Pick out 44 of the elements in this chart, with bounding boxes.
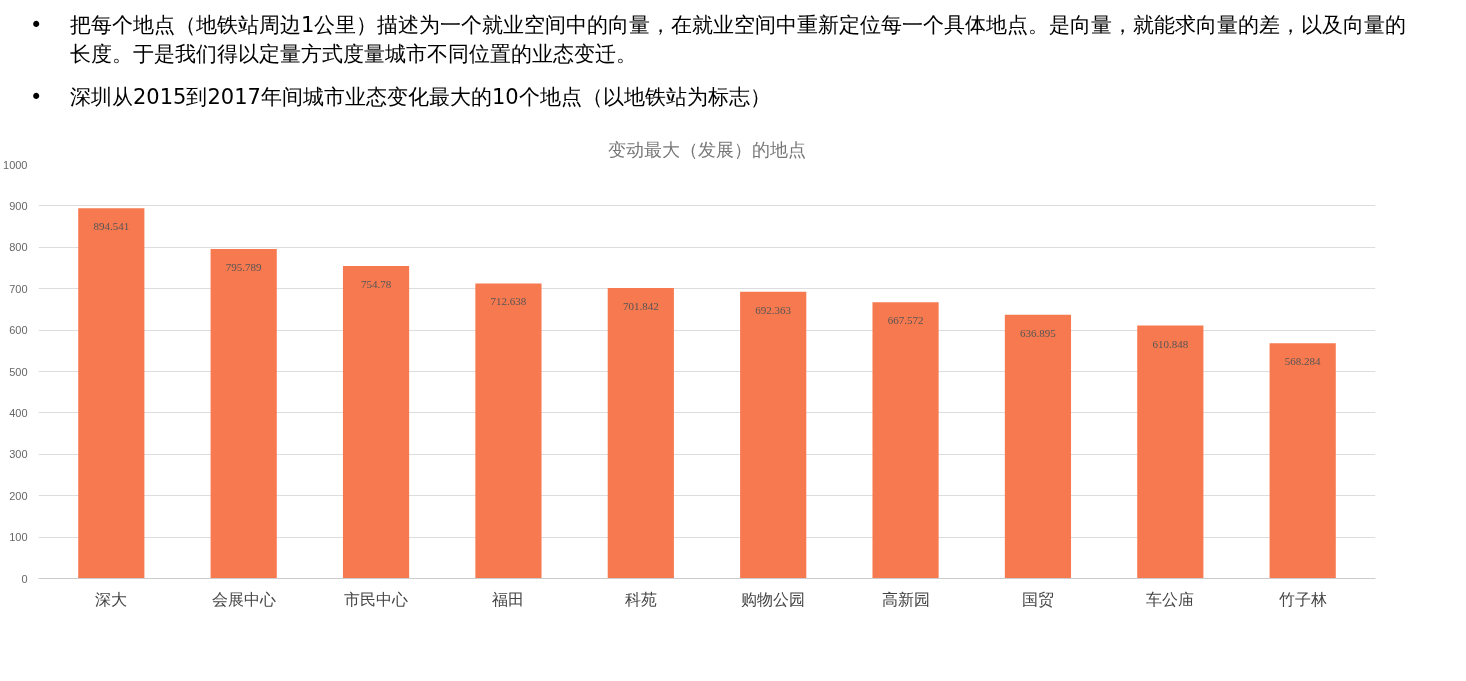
data-label: 692.363 [755, 303, 792, 316]
y-tick-label: 0 [21, 572, 28, 585]
bar [1137, 325, 1204, 579]
data-label: 754.78 [360, 278, 392, 291]
bar [342, 266, 410, 579]
x-tick-label: 国贸 [1021, 589, 1054, 609]
bar [740, 291, 807, 579]
data-label: 795.789 [225, 261, 263, 274]
data-label: 568.284 [1284, 355, 1322, 368]
x-tick-label: 科苑 [624, 589, 657, 609]
x-tick-label: 福田 [492, 589, 525, 609]
data-label: 610.848 [1152, 337, 1189, 350]
y-tick-label: 100 [9, 531, 28, 544]
bar [872, 302, 939, 579]
y-tick-label: 500 [9, 365, 28, 378]
chart-title: 变动最大（发展）的地点 [608, 138, 806, 160]
bar [78, 208, 145, 579]
data-label: 667.572 [887, 314, 924, 327]
x-tick-label: 高新园 [881, 589, 930, 609]
data-label: 636.895 [1020, 326, 1057, 339]
data-label: 894.541 [93, 220, 130, 233]
x-tick-label: 市民中心 [344, 589, 409, 609]
y-tick-label: 700 [9, 282, 28, 295]
bar [1269, 343, 1336, 579]
y-tick-label: 1000 [3, 158, 28, 171]
data-label: 712.638 [490, 295, 527, 308]
bar [210, 249, 277, 579]
x-tick-label: 竹子林 [1278, 589, 1327, 609]
bar [1004, 314, 1072, 579]
bar [475, 283, 542, 579]
y-tick-label: 400 [9, 406, 28, 419]
y-tick-label: 300 [9, 448, 28, 461]
x-tick-label: 深大 [95, 589, 128, 609]
bar [607, 287, 674, 579]
y-tick-label: 200 [9, 489, 28, 502]
data-label: 701.842 [622, 299, 659, 312]
x-tick-label: 车公庙 [1146, 589, 1195, 609]
text: • 把每个地点（地铁站周边1公里）描述为一个就业空间中的向量，在就业空间中重新定位每一个具体地点。是向量，就能求向量的差，以及向量的长度。于是我们得以定量方式度量城市不同位置的业态变迁。 [30, 13, 1407, 66]
y-tick-label: 900 [9, 199, 28, 212]
y-tick-label: 800 [9, 241, 28, 254]
y-tick-label: 600 [9, 324, 28, 337]
x-tick-label: 会展中心 [211, 589, 276, 609]
text: • 深圳从2015到2017年间城市业态变化最大的10个地点（以地铁站为标志） [30, 85, 771, 109]
x-tick-label: 购物公园 [741, 589, 806, 609]
